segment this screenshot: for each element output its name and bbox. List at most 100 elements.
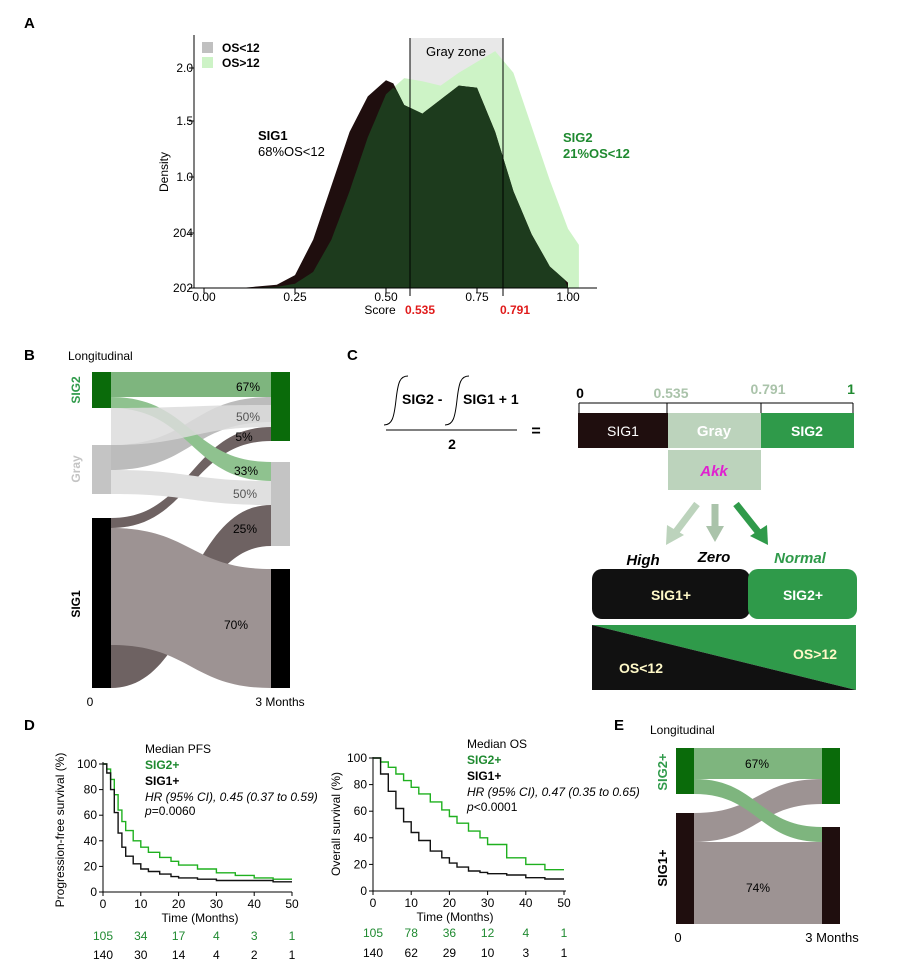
pfs-hr: HR (95% CI), 0.45 (0.37 to 0.59) <box>145 790 318 804</box>
formula-part1: SIG2 - <box>402 391 443 407</box>
panel-e-label: E <box>614 717 624 734</box>
akk-label: Akk <box>699 463 728 480</box>
legend-label-os-high: OS>12 <box>222 56 260 70</box>
bar-right-sig1 <box>822 827 840 924</box>
at-risk-sig2-plus: 3 <box>251 929 258 943</box>
at-risk-sig1-plus: 140 <box>363 946 383 960</box>
y-tick-label: 20 <box>84 859 98 873</box>
at-risk-sig1-plus: 29 <box>443 946 457 960</box>
x-label-end: 3 Months <box>805 930 859 945</box>
integral-sign-2 <box>444 375 470 426</box>
cut-high-value: 0.791 <box>500 303 530 317</box>
at-risk-sig2-plus: 4 <box>213 929 220 943</box>
y-tick-label: 60 <box>354 804 368 818</box>
panel-c-label: C <box>347 347 358 364</box>
pct-label: 74% <box>746 881 770 895</box>
pfs-group-sig1: SIG1+ <box>145 774 179 788</box>
panel-c: C SIG2 - SIG1 + 1 2 = 0 0.535 0.791 1 SI… <box>347 347 857 690</box>
os-at-risk: 105 78 36 12 4 1 140 62 29 10 3 1 <box>363 926 568 960</box>
pfs-group-sig2: SIG2+ <box>145 758 179 772</box>
formula-part2: SIG1 + 1 <box>463 391 519 407</box>
sig1-title: SIG1 <box>258 128 288 143</box>
group-label-sig2: SIG2 <box>69 376 83 404</box>
at-risk-sig1-plus: 62 <box>405 946 419 960</box>
km-curve-sig2-plus <box>373 757 564 871</box>
level-high: High <box>626 552 659 569</box>
y-tick-label: 80 <box>354 778 368 792</box>
group-label-sig2-plus: SIG2+ <box>655 753 670 791</box>
x-tick-label: 20 <box>443 896 457 910</box>
group-label-sig1-plus: SIG1+ <box>655 849 670 887</box>
sig2-subtitle: 21%OS<12 <box>563 146 630 161</box>
y-tick-label: 40 <box>84 834 98 848</box>
km-curve-sig1-plus <box>373 757 564 880</box>
os-y-label: Overall survival (%) <box>329 772 343 876</box>
arrow-normal <box>733 501 768 545</box>
at-risk-sig1-plus: 1 <box>289 948 296 962</box>
pfs-at-risk: 105 34 17 4 3 1 140 30 14 4 2 1 <box>93 929 296 962</box>
x-label-start: 0 <box>674 930 681 945</box>
x-tick-label: 0.50 <box>374 290 398 304</box>
at-risk-sig2-plus: 34 <box>134 929 148 943</box>
at-risk-sig2-plus: 105 <box>93 929 113 943</box>
bar-right-sig1 <box>271 569 290 688</box>
x-tick-label: 0.75 <box>465 290 489 304</box>
at-risk-sig2-plus: 12 <box>481 926 495 940</box>
at-risk-sig2-plus: 4 <box>522 926 529 940</box>
y-tick-label: 1.0 <box>176 170 193 184</box>
integral-sign-1 <box>383 375 409 426</box>
os-wedge-low <box>592 625 856 690</box>
x-tick-label: 10 <box>405 896 419 910</box>
at-risk-sig1-plus: 4 <box>213 948 220 962</box>
gray-zone-label: Gray zone <box>426 44 486 59</box>
os-p-value: <0.0001 <box>474 800 518 814</box>
pfs-x-label: Time (Months) <box>162 911 239 925</box>
pfs-plot: 0 10 20 30 40 50 0 20 40 60 80 100 Progression-free… <box>53 742 318 962</box>
flow-gray-gray <box>111 470 271 505</box>
y-tick-label: 60 <box>84 808 98 822</box>
y-tick-label: 0 <box>360 884 367 898</box>
scale-label-0: 0 <box>576 385 584 401</box>
arrow-zero <box>706 504 724 542</box>
x-tick-label: 0.00 <box>192 290 216 304</box>
pct-label: 50% <box>233 487 257 501</box>
os-hr: HR (95% CI), 0.47 (0.35 to 0.65) <box>467 785 640 799</box>
panel-a-label: A <box>24 15 35 32</box>
flow-sig2-sig2 <box>694 748 822 779</box>
flow-sig2-sig1 <box>694 779 822 842</box>
flow-sig2-gray <box>111 397 271 481</box>
flow-sig1-sig1 <box>694 842 822 924</box>
x-tick-label: 50 <box>557 896 571 910</box>
at-risk-sig1-plus: 2 <box>251 948 258 962</box>
y-tick-label: 80 <box>84 783 98 797</box>
y-tick-label: 20 <box>354 857 368 871</box>
formula-denominator: 2 <box>448 436 456 452</box>
y-tick-label: 204 <box>173 226 193 240</box>
at-risk-sig1-plus: 30 <box>134 948 148 962</box>
group-label-sig1: SIG1 <box>69 590 83 618</box>
pct-label: 67% <box>745 757 769 771</box>
x-tick-label: 0 <box>370 896 377 910</box>
density-overlap <box>204 85 568 288</box>
at-risk-sig2-plus: 78 <box>405 926 419 940</box>
scale-label-high: 0.791 <box>750 381 785 397</box>
segment-sig1 <box>578 413 668 448</box>
segment-sig2 <box>761 413 854 448</box>
os-ticks: 0 10 20 30 40 50 0 20 40 60 80 100 <box>347 751 571 910</box>
bar-right-sig2 <box>822 748 840 804</box>
x-tick-label: 10 <box>134 897 148 911</box>
at-risk-sig1-plus: 3 <box>522 946 529 960</box>
y-tick-label: 100 <box>77 757 97 771</box>
bar-right-gray <box>271 462 290 546</box>
panel-e-title: Longitudinal <box>650 723 715 737</box>
x-tick-label: 50 <box>285 897 299 911</box>
pfs-title: Median PFS <box>145 742 211 756</box>
bar-left-gray <box>92 445 111 494</box>
bar-left-sig2 <box>92 372 111 408</box>
bar-right-sig2 <box>271 372 290 441</box>
panel-d-label: D <box>24 717 35 734</box>
at-risk-sig2-plus: 36 <box>443 926 457 940</box>
pfs-p-letter: p <box>144 804 152 818</box>
flow-sig2-sig2 <box>111 372 271 397</box>
y-tick-label: 40 <box>354 831 368 845</box>
